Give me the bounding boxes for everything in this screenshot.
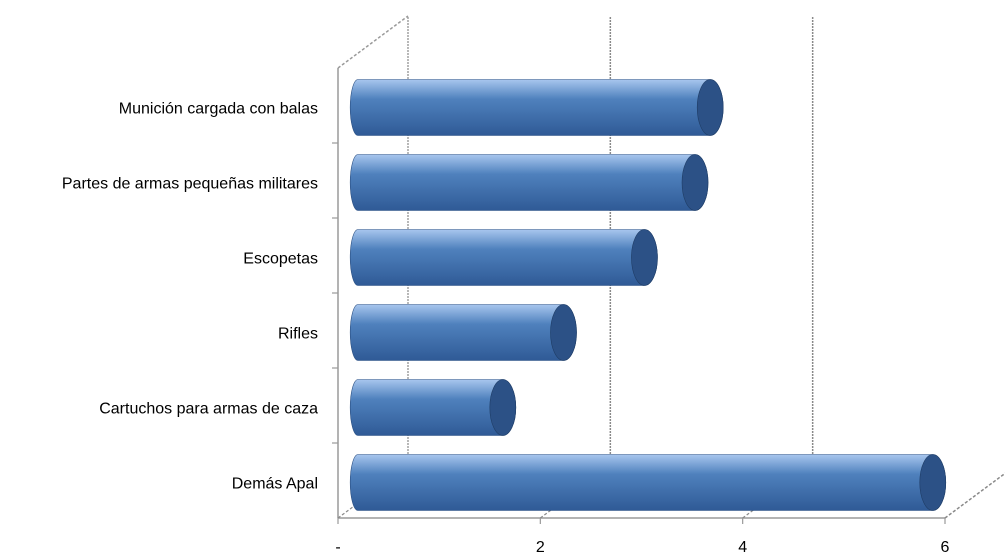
bar-body (349, 229, 658, 286)
bar-body (349, 454, 947, 511)
category-label: Cartuchos para armas de caza (99, 401, 318, 418)
category-label: Munición cargada con balas (119, 101, 318, 118)
bar-body (349, 154, 709, 211)
bar-end-cap (696, 79, 724, 136)
bar (349, 154, 709, 211)
left-wall-top-edge (337, 15, 409, 69)
floor-right-edge (944, 472, 1005, 519)
x-tick-label: 2 (536, 539, 545, 555)
bar-end-cap (631, 229, 658, 286)
x-tick-label: 4 (738, 539, 747, 555)
category-label: Partes de armas pequeñas militares (62, 176, 318, 193)
x-tick-label: - (335, 539, 340, 555)
axis-labels: - 2 4 6 Munición cargada con balas Partes de … (62, 101, 950, 557)
bar (349, 304, 577, 361)
x-tick-label: 6 (941, 539, 950, 555)
bar (349, 79, 724, 136)
floor-gridline (944, 472, 1005, 519)
bars (349, 79, 947, 511)
bar-end-cap (681, 154, 709, 211)
bar (349, 229, 658, 286)
bar (349, 379, 517, 436)
category-label: Escopetas (243, 251, 318, 268)
bar (349, 454, 947, 511)
bar-end-cap (919, 454, 947, 511)
bar-end-cap (550, 304, 577, 361)
bar-body (349, 304, 577, 361)
category-label: Rifles (278, 326, 318, 343)
bar-end-cap (489, 379, 517, 436)
bar-body (349, 79, 724, 136)
category-label: Demás Apal (232, 476, 318, 493)
